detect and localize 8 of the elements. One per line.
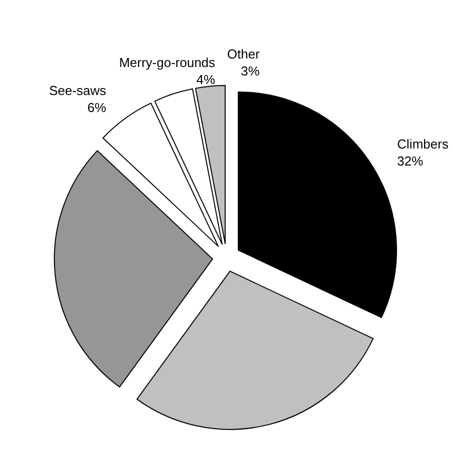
slice-label: Climbers: [397, 136, 449, 152]
data-label: 4%: [196, 72, 216, 88]
data-label: 6%: [87, 100, 107, 115]
data-label: 32%: [397, 154, 424, 169]
slice-label: Merry-go-rounds: [119, 55, 216, 70]
slice-label: Other: [227, 46, 260, 62]
data-label: 3%: [240, 63, 260, 78]
slice-label: See-saws: [49, 82, 107, 98]
